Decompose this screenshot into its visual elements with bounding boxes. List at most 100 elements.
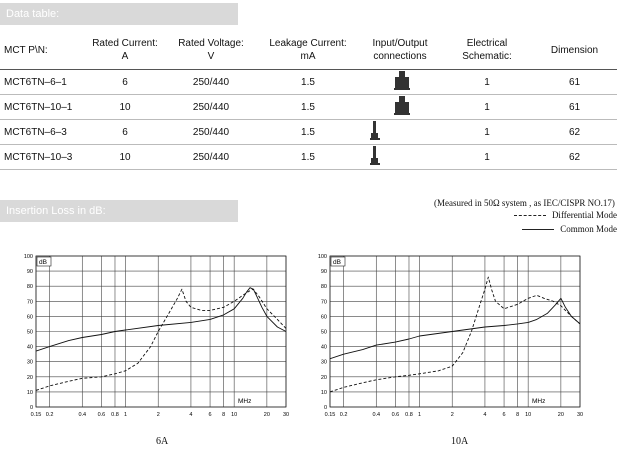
insertion-loss-chart-10a: 0 10 20 30 40 50 60 70 80 90 100 0.15 0.2 0.4 0.6 0.8 1 2… [318,254,583,418]
cell-dimension: 62 [532,144,617,170]
x-tick-label: 0.15 [325,412,336,418]
x-unit-box [236,396,258,405]
table-header-row: MCT P\N: Rated Current: A Rated Voltage: V… [0,31,617,70]
cell-dimension: 61 [532,94,617,120]
y-axis-label: dB [333,259,341,266]
y-tick-label: 30 [27,360,33,366]
col-header-voltage: Rated Voltage: V [164,31,258,70]
legend-common-label: Common Mode [560,224,617,234]
col-header-pn: MCT P\N: [0,31,86,70]
y-unit-box [330,256,346,267]
x-tick-label: 2 [157,412,160,418]
legend-differential-label: Differential Mode [551,210,617,220]
x-tick-label: 1 [124,412,127,418]
y-tick-label: 40 [321,345,327,351]
solid-line-swatch [522,229,555,231]
cell-dimension: 62 [532,119,617,145]
x-tick-label: 30 [577,412,583,418]
x-tick-label: 6 [209,412,212,418]
x-tick-label: 2 [451,412,454,418]
cell-leakage: 1.5 [258,119,358,145]
cell-schematic: 1 [442,119,532,145]
table-row: MCT6TN–10–1 10 250/440 1.5 1 61 [0,94,617,120]
y-tick-label: 0 [30,405,33,411]
chart-caption-6a: 6A [156,436,169,447]
x-tick-label: 0.2 [340,412,348,418]
plot-border [329,255,581,408]
col-header-current: Rated Current: A [86,31,164,70]
differential-mode-line [330,276,580,393]
y-tick-label: 40 [27,345,33,351]
y-tick-label: 50 [321,330,327,336]
y-tick-label: 60 [27,314,33,320]
terminal-block-icon [394,70,410,90]
x-tick-label: 0.15 [31,412,42,418]
y-tick-label: 20 [321,375,327,381]
y-tick-label: 0 [324,405,327,411]
cell-voltage: 250/440 [164,144,258,170]
x-tick-label: 0.6 [392,412,400,418]
x-tick-label: 8 [516,412,519,418]
x-tick-label: 4 [189,412,192,418]
x-tick-label: 0.2 [46,412,54,418]
x-tick-label: 30 [283,412,289,418]
faston-terminal-icon [370,120,380,140]
y-unit-box [36,256,52,267]
cell-connection [358,119,442,145]
col-header-connections: Input/Output connections [358,31,442,70]
y-tick-label: 90 [321,269,327,275]
cell-dimension: 61 [532,69,617,95]
cell-schematic: 1 [442,69,532,95]
table-row: MCT6TN–6–1 6 250/440 1.5 1 61 [0,69,617,95]
measurement-note: (Measured in 50Ω system , as IEC/CISPR N… [434,198,615,208]
x-tick-label: 0.4 [78,412,86,418]
cell-connection [358,69,442,95]
x-tick-label: 0.4 [372,412,380,418]
chart-caption-10a: 10A [451,436,469,447]
x-tick-label: 1 [418,412,421,418]
y-tick-label: 10 [27,390,33,396]
col-header-dimension: Dimension [532,31,617,70]
y-tick-label: 50 [27,330,33,336]
cell-leakage: 1.5 [258,69,358,95]
cell-current: 6 [86,119,164,145]
cell-voltage: 250/440 [164,69,258,95]
y-tick-label: 30 [321,360,327,366]
data-table: MCT P\N: Rated Current: A Rated Voltage: V… [0,31,617,170]
x-tick-label: 10 [231,412,237,418]
terminal-block-icon [394,95,410,115]
x-unit-box [530,396,552,405]
common-mode-line [36,287,286,352]
insertion-loss-heading: Insertion Loss in dB: [0,200,238,222]
cell-current: 10 [86,144,164,170]
cell-voltage: 250/440 [164,94,258,120]
cell-current: 10 [86,94,164,120]
cell-pn: MCT6TN–10–3 [0,144,86,170]
y-tick-label: 10 [321,390,327,396]
y-tick-label: 80 [27,284,33,290]
cell-voltage: 250/440 [164,119,258,145]
table-row: MCT6TN–6–3 6 250/440 1.5 1 62 [0,119,617,145]
x-tick-label: 0.6 [98,412,106,418]
legend-common: Common Mode [522,224,617,234]
table-row: MCT6TN–10–3 10 250/440 1.5 1 62 [0,144,617,170]
faston-terminal-icon [370,145,380,165]
cell-connection [358,94,442,120]
col-header-schematic: Electrical Schematic: [442,31,532,70]
data-table-heading: Data table: [0,3,238,25]
cell-connection [358,144,442,170]
cell-leakage: 1.5 [258,144,358,170]
x-tick-label: 0.8 [405,412,413,418]
cell-pn: MCT6TN–6–1 [0,69,86,95]
cell-schematic: 1 [442,94,532,120]
cell-current: 6 [86,69,164,95]
y-tick-label: 20 [27,375,33,381]
cell-pn: MCT6TN–6–3 [0,119,86,145]
y-tick-label: 70 [27,299,33,305]
x-tick-label: 10 [525,412,531,418]
cell-schematic: 1 [442,144,532,170]
y-tick-label: 70 [321,299,327,305]
x-tick-label: 4 [483,412,486,418]
cell-pn: MCT6TN–10–1 [0,94,86,120]
y-tick-label: 80 [321,284,327,290]
